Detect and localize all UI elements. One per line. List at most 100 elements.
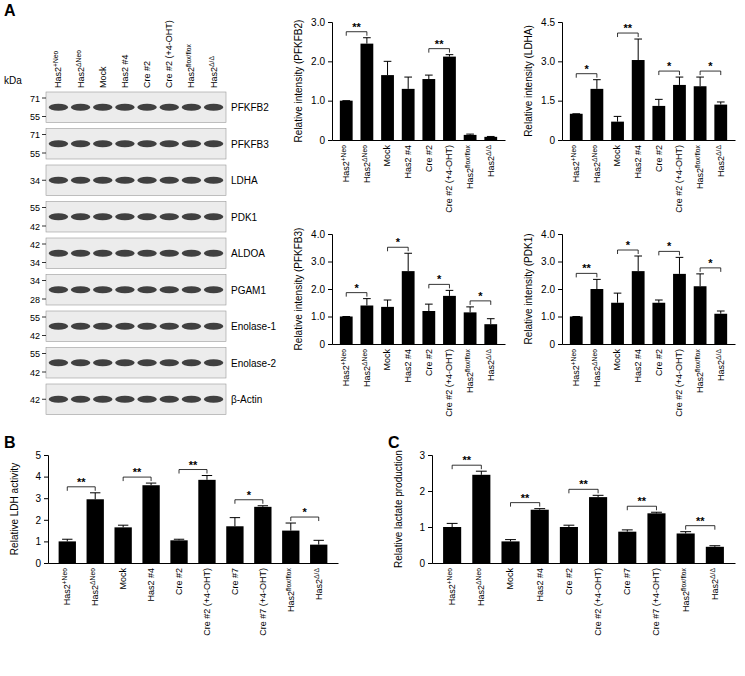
x-tick-label: Has2ΔNeo [475, 568, 487, 606]
x-tick: Mock [382, 344, 392, 371]
bar [340, 317, 353, 345]
blot-band [159, 286, 179, 293]
y-axis-title: Relative intensity (LDHA) [523, 25, 534, 137]
x-tick: Has2 #4 [535, 563, 545, 602]
blot-band [115, 140, 135, 147]
x-tick: Cre #2 (+4-OHT) [444, 140, 454, 213]
error-bar [425, 75, 433, 79]
x-tick-label: Mock [505, 568, 515, 590]
error-bar [384, 61, 392, 75]
x-tick-label: Has2+Neo [446, 568, 458, 606]
x-tick-label: Has2+Neo [570, 145, 582, 183]
x-tick: Cre #2 (+4-OHT) [444, 344, 454, 417]
x-tick: Has2+Neo [61, 563, 73, 605]
x-tick-label: Has2+Neo [340, 349, 352, 387]
significance-label: * [396, 236, 401, 248]
blot-strip [46, 165, 226, 196]
x-tick: Mock [382, 140, 392, 167]
x-tick: Cre #2 (+4-OHT) [674, 344, 684, 417]
error-bar [572, 113, 580, 114]
blot-band [137, 177, 157, 184]
blot-band [137, 104, 157, 111]
x-tick: Mock [612, 140, 622, 167]
y-tick-label: 2.0 [311, 56, 325, 67]
x-tick: Has2Δ/Δ [714, 140, 726, 177]
blot-band [159, 140, 179, 147]
blot-band [93, 140, 113, 147]
y-tick-mark [558, 317, 562, 318]
protein-label: β-Actin [231, 394, 262, 405]
significance-label: ** [189, 459, 198, 471]
x-tick-label: Cre #2 (+4-OHT) [593, 568, 603, 636]
blot-band [115, 177, 135, 184]
x-tick: Mock [118, 563, 128, 590]
x-tick: Has2flox/flox [463, 344, 475, 393]
x-tick-label: Has2flox/flox [463, 144, 475, 189]
error-bar [404, 77, 412, 89]
x-tick-label: Mock [612, 349, 622, 371]
bar [422, 311, 435, 344]
blot-band [115, 213, 135, 220]
protein-label: ALDOA [231, 248, 265, 259]
y-axis-line [428, 456, 433, 564]
significance-label: * [584, 63, 589, 75]
blot-band [93, 177, 113, 184]
x-tick-label: Has2 #4 [146, 568, 156, 602]
y-tick-mark [428, 491, 432, 492]
significance-label: * [247, 489, 252, 501]
protein-label: PDK1 [231, 212, 258, 223]
marker-tick [42, 262, 46, 263]
y-tick-label: 2 [35, 515, 41, 526]
blot-band [93, 213, 113, 220]
blot-strip [46, 238, 226, 269]
y-tick: 3 [35, 493, 48, 504]
error-bar [696, 274, 704, 286]
bar [422, 79, 435, 140]
marker-label: 42 [30, 240, 40, 250]
error-bar [90, 493, 100, 499]
annotations: **** [346, 236, 491, 305]
y-tick-label: 1 [35, 536, 41, 547]
blot-band [159, 104, 179, 111]
y-tick-mark [558, 344, 562, 345]
significance-label: ** [582, 262, 591, 274]
blot-band [115, 396, 135, 403]
bar [484, 137, 497, 140]
y-tick: 2 [35, 515, 48, 526]
error-bar [622, 530, 633, 532]
x-tick: Has2flox/flox [679, 563, 691, 612]
blot-unit: kDa [4, 75, 22, 86]
marker-tick [42, 244, 46, 245]
x-tick: Has2Δ/Δ [714, 344, 726, 381]
x-tick: Has2+Neo [340, 344, 352, 386]
y-tick-label: 3 [35, 493, 41, 504]
bar [443, 57, 456, 140]
protein-label: PFKFB2 [231, 102, 269, 113]
blot-band [93, 286, 113, 293]
y-tick-label: 5 [35, 450, 41, 461]
annotations: ***** [576, 239, 721, 277]
bar-chart: 01.02.03.04.0Has2+NeoHas2ΔNeoMockHas2 #4… [523, 229, 736, 417]
significance-label: ** [435, 38, 444, 50]
y-tick: 1.0 [311, 311, 332, 322]
y-tick-label: 3 [419, 450, 425, 461]
bar [142, 485, 159, 563]
x-tick-label: Has2Δ/Δ [312, 568, 324, 600]
blot-band [159, 213, 179, 220]
x-tick: Cre #2 (+4-OHT) [593, 563, 603, 636]
blot-band [71, 213, 91, 220]
y-tick-mark [558, 262, 562, 263]
bar [618, 532, 636, 563]
blot-band [204, 396, 224, 403]
x-tick: Cre #2 [424, 140, 434, 172]
error-bar [655, 300, 663, 303]
blot-band [49, 140, 69, 147]
y-tick: 5 [35, 450, 48, 461]
x-tick-label: Has2flox/flox [284, 567, 296, 612]
marker-label: 55 [30, 349, 40, 359]
bar [464, 312, 477, 344]
x-tick-label: Has2flox/flox [463, 348, 475, 393]
annotations: ******** [67, 459, 318, 522]
y-tick: 2.0 [311, 56, 332, 67]
y-tick: 1.0 [311, 95, 332, 106]
